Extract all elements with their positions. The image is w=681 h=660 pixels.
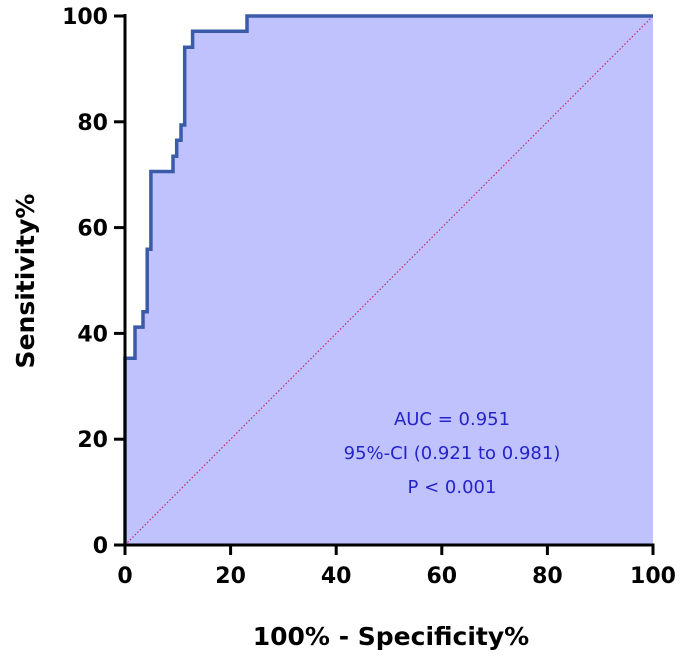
x-tick-label-100: 100: [630, 564, 676, 589]
x-tick-label-0: 0: [117, 564, 132, 589]
y-tick-label-40: 40: [77, 322, 108, 347]
y-tick-label-100: 100: [62, 5, 108, 30]
x-tick-label-40: 40: [321, 564, 352, 589]
annotation-block: AUC = 0.951 95%-CI (0.921 to 0.981) P < …: [344, 409, 561, 498]
x-axis-title: 100% - Specificity%: [253, 622, 529, 651]
annotation-auc: AUC = 0.951: [394, 409, 510, 430]
annotation-p: P < 0.001: [408, 477, 497, 498]
x-tick-label-20: 20: [215, 564, 246, 589]
y-tick-label-60: 60: [77, 217, 108, 242]
annotation-ci: 95%-CI (0.921 to 0.981): [344, 443, 561, 464]
y-axis-title: Sensitivity%: [11, 194, 40, 369]
y-tick-label-0: 0: [93, 534, 108, 559]
roc-curve-line: [123, 14, 653, 545]
y-tick-label-20: 20: [77, 428, 108, 453]
x-tick-label-60: 60: [426, 564, 457, 589]
x-tick-label-80: 80: [532, 564, 563, 589]
y-tick-label-80: 80: [77, 111, 108, 136]
